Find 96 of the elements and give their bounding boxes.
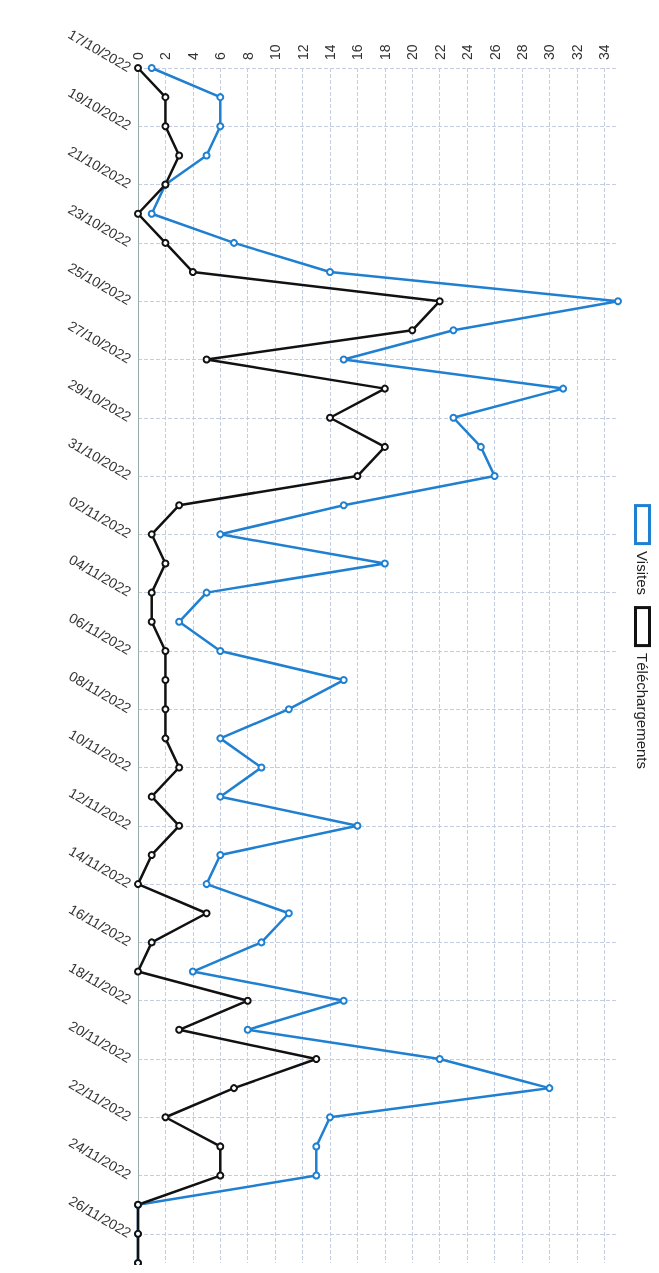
point [435, 1054, 444, 1063]
point [476, 442, 485, 451]
point [449, 413, 458, 422]
point [216, 530, 225, 539]
point [147, 530, 156, 539]
point [161, 122, 170, 131]
point [216, 93, 225, 102]
point [175, 617, 184, 626]
point [161, 734, 170, 743]
point [216, 122, 225, 131]
point [216, 1142, 225, 1151]
text: Visites [634, 550, 651, 595]
x-tick-label: 4 [184, 52, 201, 60]
point [353, 821, 362, 830]
x-tick-label: 20 [404, 44, 421, 60]
x-tick-label: 14 [322, 44, 338, 60]
point [216, 734, 225, 743]
point [312, 1054, 321, 1063]
point [230, 1084, 238, 1093]
x-tick-label: 26 [486, 44, 503, 60]
point [134, 967, 142, 976]
point [161, 559, 170, 568]
point [257, 763, 266, 772]
point [326, 1113, 334, 1122]
point [326, 413, 334, 422]
point [559, 384, 568, 393]
point [243, 1025, 252, 1034]
point [216, 646, 225, 655]
point [188, 967, 197, 976]
point [490, 472, 499, 481]
point [161, 93, 170, 102]
point [216, 792, 225, 801]
point [161, 705, 170, 714]
point [147, 64, 156, 72]
point [449, 326, 458, 335]
point [202, 355, 211, 364]
point [147, 588, 156, 597]
point [284, 909, 293, 918]
point [175, 1025, 184, 1034]
point [435, 297, 444, 306]
point [147, 617, 156, 626]
point [339, 996, 348, 1005]
point [188, 268, 197, 277]
point [339, 355, 348, 364]
x-tick-label: 18 [376, 44, 393, 60]
point [339, 501, 348, 510]
x-tick-label: 6 [212, 52, 229, 60]
point [284, 705, 293, 714]
point [202, 880, 211, 889]
x-tick-label: 8 [239, 52, 256, 60]
point [134, 64, 142, 72]
point [380, 559, 389, 568]
point [380, 442, 389, 451]
point [312, 1142, 321, 1151]
point [202, 151, 211, 160]
point [353, 472, 362, 481]
point [161, 676, 170, 685]
x-tick-label: 22 [431, 44, 448, 60]
x-tick-label: 12 [294, 44, 311, 60]
point [134, 209, 142, 218]
x-tick-label: 10 [267, 44, 284, 60]
point [161, 1113, 170, 1122]
point [257, 938, 266, 947]
point [175, 501, 184, 510]
point [545, 1084, 554, 1093]
point [147, 792, 156, 801]
point [161, 238, 170, 247]
point [216, 1171, 225, 1180]
point [312, 1171, 321, 1180]
point [175, 151, 184, 160]
x-tick-label: 28 [514, 44, 530, 60]
x-tick-label: 32 [568, 44, 585, 60]
x-tick-label: 2 [157, 52, 174, 60]
x-tick-label: 24 [459, 44, 476, 60]
point [339, 676, 348, 685]
point [175, 763, 184, 772]
point [216, 850, 225, 859]
x-tick-label: 16 [349, 44, 366, 60]
point [614, 297, 622, 306]
point [134, 880, 142, 889]
point [408, 326, 417, 335]
text: Téléchargements [634, 653, 651, 770]
point [161, 646, 170, 655]
point [147, 850, 156, 859]
point [230, 238, 238, 247]
point [202, 909, 211, 918]
point [147, 938, 156, 947]
point [326, 268, 334, 277]
point [243, 996, 252, 1005]
point [147, 209, 156, 218]
x-tick-label: 0 [130, 52, 146, 60]
x-tick-label: 30 [541, 44, 558, 60]
point [380, 384, 389, 393]
x-tick-label: 34 [596, 44, 613, 60]
point [175, 821, 184, 830]
point [202, 588, 211, 597]
